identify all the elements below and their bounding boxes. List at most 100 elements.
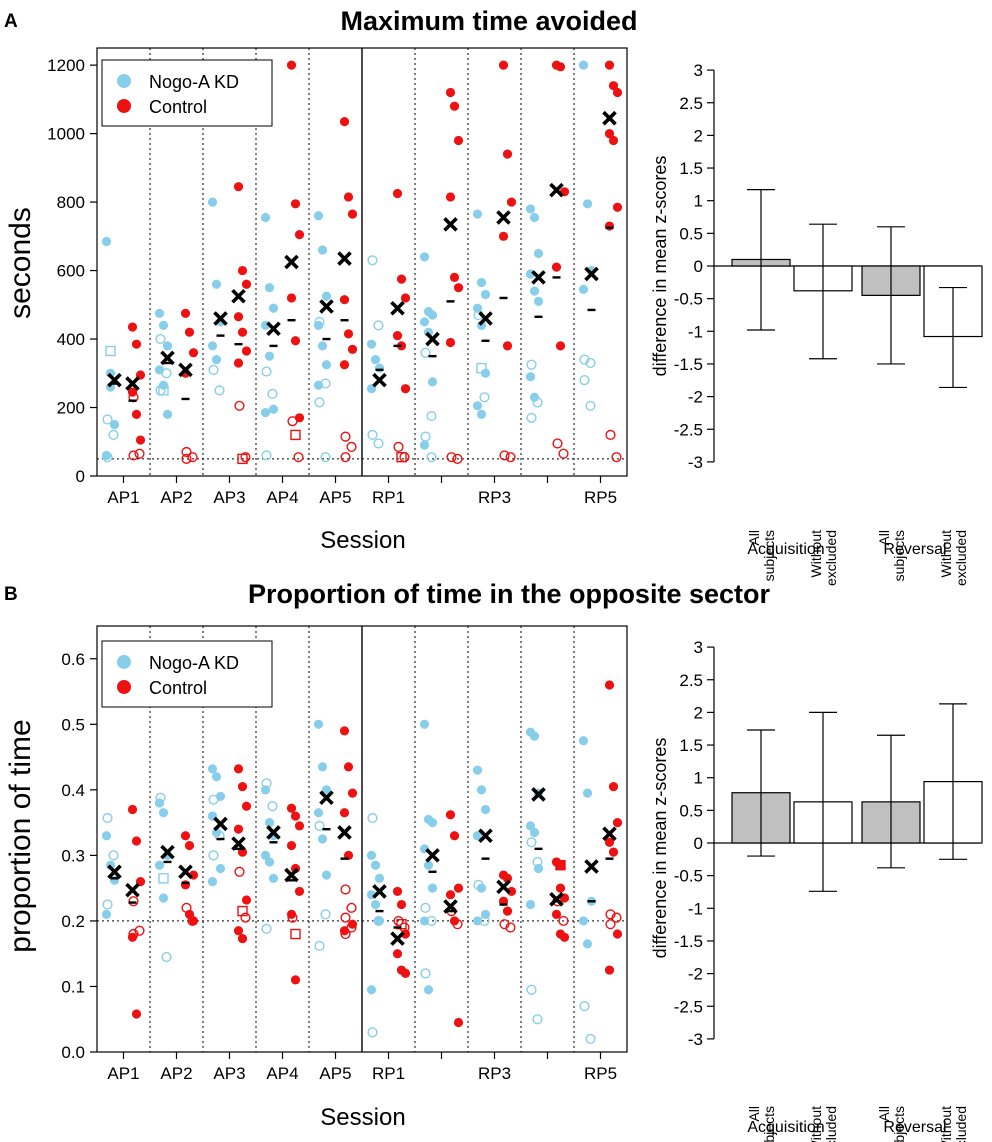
point-filled-control <box>604 129 615 139</box>
point-filled-control <box>241 801 252 811</box>
point-filled-control <box>294 886 305 897</box>
point-open-nogo <box>420 968 431 979</box>
mean-marker <box>213 311 228 326</box>
point-open-control <box>134 925 145 936</box>
bar-y-tick-label: 0 <box>694 834 703 853</box>
point-filled-nogo <box>578 60 589 70</box>
point-filled-nogo <box>582 199 593 209</box>
point-open-control <box>134 448 145 459</box>
mean-marker <box>337 251 352 266</box>
point-filled-control <box>339 360 350 370</box>
mean-marker <box>478 828 493 843</box>
point-filled-nogo <box>370 899 381 910</box>
point-open-nogo <box>526 359 537 370</box>
point-filled-control <box>445 192 456 202</box>
point-open-nogo <box>208 850 219 861</box>
mean-marker <box>390 931 405 946</box>
point-filled-control <box>506 886 517 897</box>
point-filled-control <box>604 221 615 231</box>
point-open-nogo <box>373 438 384 449</box>
mean-marker <box>531 270 546 285</box>
point-square-control <box>290 429 301 441</box>
point-open-nogo <box>532 856 543 868</box>
mean-stroke <box>319 299 334 314</box>
panel-a-ylabel: seconds <box>4 207 37 319</box>
point-open-control <box>181 446 192 458</box>
point-filled-control <box>286 909 297 919</box>
point-filled-nogo <box>525 372 536 382</box>
point-filled-nogo <box>321 291 332 301</box>
point-filled-control <box>233 312 244 322</box>
point-filled-control <box>180 308 191 318</box>
point-open-control <box>340 431 351 442</box>
bar-y-tick-label: 3 <box>694 638 703 657</box>
point-filled-control <box>445 337 456 348</box>
legend-nogo-marker <box>117 655 131 669</box>
point-open-nogo <box>314 820 325 831</box>
point-open-nogo <box>585 357 596 369</box>
point-filled-nogo <box>529 392 540 402</box>
point-open-nogo <box>420 902 431 913</box>
point-open-control <box>128 450 139 461</box>
point-filled-control <box>237 327 248 337</box>
x-tick-label: RP1 <box>372 1064 405 1083</box>
mean-stroke <box>107 372 122 388</box>
point-filled-nogo <box>158 808 169 818</box>
panel-b-title: Proportion of time in the opposite secto… <box>248 579 771 609</box>
point-filled-control <box>343 192 354 202</box>
point-filled-nogo <box>427 310 438 320</box>
legend-box <box>101 640 273 708</box>
point-filled-nogo <box>215 863 226 874</box>
point-filled-nogo <box>480 804 491 815</box>
point-filled-nogo <box>525 204 536 214</box>
point-filled-control <box>453 135 464 146</box>
mean-stroke <box>425 331 440 347</box>
bar-y-tick-label: 1 <box>694 769 703 788</box>
point-filled-nogo <box>582 939 593 949</box>
point-open-nogo <box>108 429 119 441</box>
point-filled-nogo <box>313 211 324 221</box>
mean-stroke <box>602 826 617 842</box>
point-filled-nogo <box>423 985 434 995</box>
point-open-control <box>605 909 616 920</box>
y-tick-label: 200 <box>57 399 85 418</box>
mean-stroke <box>178 362 193 378</box>
bar-y-tick-label: -2.5 <box>674 997 703 1016</box>
condition-label-line: subjects <box>891 1106 907 1142</box>
mean-marker <box>284 254 299 270</box>
point-filled-control <box>343 762 354 772</box>
legend-control-label: Control <box>149 678 207 698</box>
legend-b: Nogo-A KD Control <box>101 640 273 708</box>
point-filled-nogo <box>476 785 487 795</box>
point-open-nogo <box>155 333 166 345</box>
point-open-nogo <box>261 450 272 461</box>
panel-a: A Maximum time avoided 0 200 400 600 800 1000… <box>4 6 983 586</box>
condition-label-line: excluded <box>953 530 969 586</box>
point-filled-control <box>449 272 460 283</box>
mean-stroke <box>425 848 440 863</box>
point-filled-nogo <box>211 354 222 365</box>
mean-stroke <box>478 311 493 326</box>
point-filled-control <box>449 831 460 841</box>
condition-label: Allsubjects <box>876 1106 907 1142</box>
point-filled-nogo <box>211 772 222 782</box>
point-filled-nogo <box>578 916 589 926</box>
mean-marker <box>478 311 493 326</box>
point-filled-control <box>343 329 354 339</box>
point-open-control <box>611 452 622 463</box>
point-filled-control <box>233 358 244 368</box>
point-filled-control <box>400 384 411 394</box>
point-open-nogo <box>579 1001 590 1012</box>
point-filled-control <box>290 199 301 209</box>
legend-control-marker <box>117 99 131 113</box>
point-filled-nogo <box>158 893 169 903</box>
bar-chart-a: 32.521.510.50-0.5-1-1.5-2-2.5-3Allsubjec… <box>674 61 983 586</box>
panel-letter-a: A <box>4 11 18 32</box>
point-open-nogo <box>314 316 325 328</box>
mean-stroke <box>213 311 228 326</box>
bar-y-tick-label: -1 <box>688 322 703 341</box>
point-filled-control <box>131 409 142 419</box>
legend-control-marker <box>117 680 131 694</box>
mean-marker <box>602 110 617 126</box>
point-filled-nogo <box>264 818 275 828</box>
